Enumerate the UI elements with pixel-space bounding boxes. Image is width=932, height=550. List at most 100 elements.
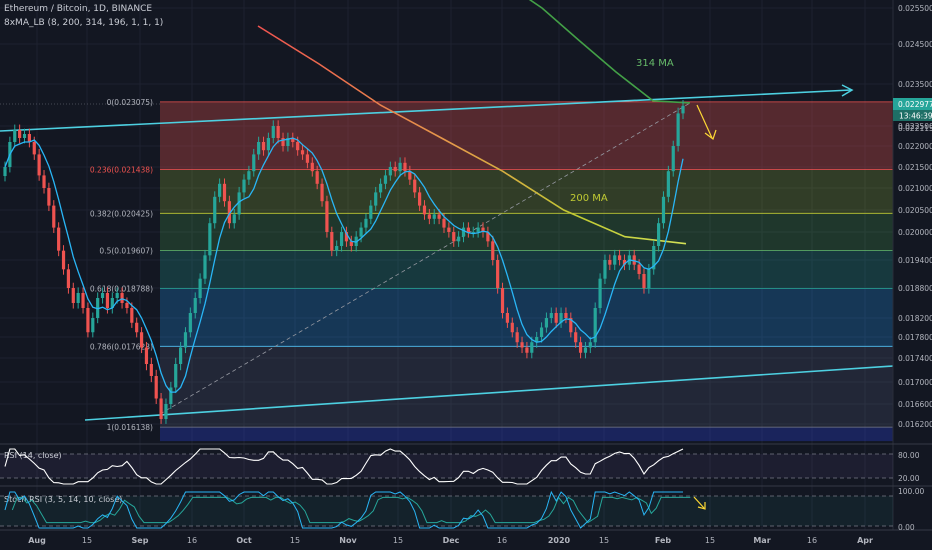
candle: [505, 313, 510, 323]
time-tick: 15: [290, 536, 300, 545]
countdown-label: 13:46:39: [899, 112, 932, 121]
candle: [598, 278, 602, 308]
candle: [369, 205, 373, 219]
channel-lower-line: [84, 365, 894, 421]
candle: [86, 308, 90, 333]
candle: [276, 126, 280, 138]
candle: [325, 201, 329, 232]
candle: [159, 398, 163, 419]
time-tick: 15: [82, 536, 92, 545]
candle: [81, 293, 85, 308]
fib-band: [160, 213, 893, 251]
ma200-label: 200 MA: [570, 193, 608, 204]
countdown-badge: [893, 110, 932, 121]
projection-arrowhead-icon: [704, 129, 717, 140]
price-tick: 0.017800: [898, 333, 932, 342]
candle: [496, 260, 500, 288]
candle: [320, 183, 324, 202]
candle: [96, 298, 100, 318]
candle: [378, 183, 383, 193]
candle: [296, 142, 300, 151]
candle: [183, 332, 188, 348]
candle: [393, 167, 397, 172]
time-tick: Sep: [132, 536, 149, 545]
time-tick: 16: [497, 536, 507, 545]
candle: [76, 293, 80, 303]
candle: [125, 303, 129, 308]
candle: [559, 313, 563, 323]
candle: [27, 134, 31, 142]
current-price-label: 0.022977: [898, 100, 932, 109]
candle: [622, 260, 627, 265]
candle: [208, 223, 212, 256]
current-price-badge: [893, 98, 932, 110]
fib-band: [160, 169, 893, 214]
fib-label: 0(0.023075): [107, 98, 153, 107]
candle: [452, 232, 456, 242]
candle: [457, 236, 461, 242]
candle: [515, 332, 519, 343]
candle: [18, 130, 22, 138]
candle: [564, 313, 568, 318]
candle: [120, 293, 124, 303]
candle: [13, 130, 17, 142]
rsi-level-label: 20.00: [898, 474, 920, 483]
candle: [359, 227, 363, 237]
candle: [261, 142, 266, 151]
fib-band-extension: [160, 427, 893, 442]
time-tick: Mar: [753, 536, 770, 545]
rsi-level-label: 80.00: [898, 451, 920, 460]
candle: [247, 171, 251, 180]
candle: [530, 342, 534, 353]
candle: [681, 105, 685, 114]
candle: [408, 171, 412, 180]
candle: [510, 322, 514, 333]
candle: [403, 162, 407, 172]
candle: [447, 227, 451, 232]
candle: [583, 347, 588, 353]
candle: [100, 293, 105, 298]
candle: [193, 298, 197, 313]
candle: [418, 192, 422, 206]
prev-close-label: 0.022115: [898, 124, 932, 133]
price-tick: 0.020500: [898, 206, 932, 215]
price-tick: 0.018200: [898, 314, 932, 323]
fib-band: [160, 101, 893, 170]
fib-band: [160, 250, 893, 289]
candle: [130, 308, 134, 323]
candle: [613, 255, 617, 265]
indicator-title: 8xMA_LB (8, 200, 314, 196, 1, 1, 1): [4, 18, 164, 28]
channel-upper-line: [0, 89, 852, 132]
stoch-level-label: 100.00: [898, 487, 924, 496]
candle: [671, 146, 675, 172]
projection-arrow-icon: [696, 104, 713, 139]
candle: [22, 134, 27, 138]
candle: [174, 364, 178, 388]
candle: [486, 232, 490, 242]
price-tick: 0.020000: [898, 228, 932, 237]
fib-label: 0.236(0.021438): [90, 166, 153, 175]
fib-band: [160, 346, 893, 428]
candle: [71, 288, 75, 303]
rsi-band: [0, 454, 893, 478]
candle: [339, 232, 344, 246]
candle: [388, 167, 392, 176]
candle: [481, 227, 485, 232]
candle: [315, 171, 319, 184]
candle: [549, 313, 553, 318]
candle: [676, 113, 680, 146]
candle: [42, 175, 46, 188]
price-tick: 0.017000: [898, 378, 932, 387]
ma314-line: [528, 0, 691, 104]
stoch-k-line: [4, 490, 683, 529]
fib-label: 0.382(0.020425): [90, 209, 153, 218]
time-tick: Apr: [857, 536, 873, 545]
candle: [61, 250, 66, 270]
price-tick: 0.018800: [898, 284, 932, 293]
candle: [578, 342, 583, 353]
candle: [266, 138, 270, 151]
fib-label: 0.786(0.017623): [90, 342, 153, 351]
rsi-line: [4, 448, 684, 485]
fib-band: [160, 288, 893, 347]
